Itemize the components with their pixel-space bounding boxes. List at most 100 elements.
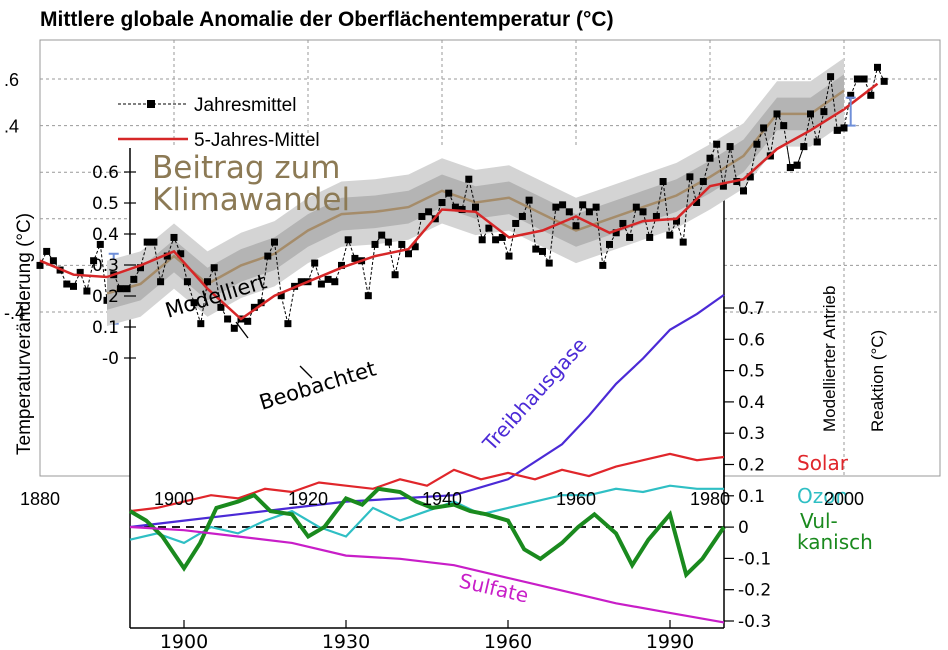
labels: Mittlere globale Anomalie der Oberfläche… <box>4 8 864 509</box>
inset-annual-point <box>820 108 828 116</box>
inset-annual-point <box>572 222 580 230</box>
inset-annual-point <box>713 140 721 148</box>
inset-annual-point <box>773 110 781 118</box>
series-modelled-line <box>106 89 845 295</box>
inset-annual-point <box>579 201 587 209</box>
inset-annual-point <box>719 182 727 190</box>
annual-point <box>847 91 855 99</box>
inset-annual-point <box>230 324 238 332</box>
inset-annual-point <box>679 238 687 246</box>
inset-annual-point <box>786 164 794 172</box>
inset-annual-point <box>384 238 392 246</box>
inset-annual-point <box>666 231 674 239</box>
annotation-modelled-pointer <box>235 321 249 339</box>
label-ozon: Ozon <box>797 484 848 508</box>
inset-y-tick-label: -0 <box>102 349 119 369</box>
annual-point <box>70 282 77 290</box>
inset-annual-point <box>284 320 292 328</box>
inset-title-line-2: Klimawandel <box>152 182 350 218</box>
forcing-series-treibhausgase <box>129 294 725 529</box>
inset-y-tick-label: 0.1 <box>92 318 119 338</box>
legend-five-year-label: 5-Jahres-Mittel <box>194 130 320 151</box>
inset-annual-point <box>539 247 546 255</box>
inset-annual-point <box>465 175 473 183</box>
annual-point <box>36 261 44 269</box>
inset-annual-point <box>472 203 479 211</box>
inset-panel: Beitrag zum Klimawandel 0.6 0.5 0.4 0.3 0.2 0.1… <box>92 58 848 488</box>
inset-annual-point <box>277 292 285 300</box>
inset-annual-point <box>364 292 372 300</box>
inset-annual-point <box>840 124 848 132</box>
inset-annual-point <box>217 303 225 311</box>
inset-annual-point <box>559 201 567 209</box>
inset-annual-point <box>398 240 406 248</box>
inset-annual-point <box>599 261 607 269</box>
legend-annual-label: Jahresmittel <box>194 95 296 116</box>
forcing-y-tick-label: -0.2 <box>738 581 771 601</box>
inset-annual-point <box>190 299 198 307</box>
main-x-tick-label: 1980 <box>690 489 730 509</box>
inset-annual-point <box>612 229 620 237</box>
forcing-axis-label: Modellierter Antrieb Reaktion (°C) <box>820 286 887 432</box>
inset-y-tick-label: 0.4 <box>92 225 119 245</box>
inset-annual-point <box>827 73 835 81</box>
label-vulkanisch-line-2: kanisch <box>797 530 873 554</box>
forcing-y-tick-label: 0.1 <box>738 487 765 507</box>
inset-annual-point <box>793 161 801 169</box>
inset-five-year-line <box>106 108 845 321</box>
inset-annual-point <box>183 278 191 286</box>
main-y-tick-label: -.4 <box>4 303 25 323</box>
inset-annual-point <box>606 240 613 248</box>
inset-annual-point <box>331 278 339 286</box>
forcing-series-vulkanisch <box>128 486 726 579</box>
inset-annual-point <box>405 250 412 258</box>
forcing-y-tick-label: 0.3 <box>738 424 765 444</box>
inset-annual-point <box>686 173 694 181</box>
annual-point <box>76 268 84 276</box>
forcing-series-ozon <box>129 484 724 545</box>
inset-annual-point <box>646 233 654 241</box>
inset-annual-point <box>257 299 265 307</box>
main-x-tick-label: 1920 <box>288 489 328 509</box>
main-y-tick-label: .6 <box>4 70 19 90</box>
annotation-observed-pointer <box>299 365 313 379</box>
inset-annual-point <box>371 240 379 248</box>
inset-annual-point <box>532 245 540 253</box>
inset-annual-point <box>311 259 319 267</box>
annual-point <box>90 257 98 265</box>
forcing-series-solar <box>129 452 725 513</box>
inset-annual-point <box>445 189 453 197</box>
inset-title-line-1: Beitrag zum <box>152 150 341 186</box>
forcing-series-sulfate <box>129 525 725 624</box>
chart-title: Mittlere globale Anomalie der Oberfläche… <box>40 8 614 31</box>
inset-annual-point <box>123 285 131 293</box>
inset-y-tick-label: 0.6 <box>92 163 119 183</box>
inset-annual-point <box>800 143 808 151</box>
annual-point <box>43 247 51 255</box>
forcing-y-tick-label: -0.1 <box>738 549 771 569</box>
annual-point <box>83 287 91 295</box>
forcing-y-tick-label: 0.5 <box>738 362 765 382</box>
inset-annual-point <box>150 238 158 246</box>
inset-annual-point <box>451 203 459 211</box>
inset-annual-point <box>726 143 734 151</box>
forcing-y-tick-label: 0.2 <box>738 456 765 476</box>
inset-annual-point <box>699 178 707 186</box>
inset-annual-point <box>498 233 506 241</box>
inset-annual-point <box>813 138 821 146</box>
inset-annual-point <box>652 212 660 220</box>
legend-annual-marker <box>147 100 155 108</box>
inset-annual-point <box>565 208 573 216</box>
inset-annual-point <box>177 250 185 258</box>
inset-annual-point <box>659 178 667 186</box>
inset-annual-point <box>344 236 352 244</box>
inset-annual-point <box>411 243 419 251</box>
inset-annual-point <box>264 252 272 260</box>
inset-annual-point <box>525 196 533 204</box>
inset-annual-point <box>478 236 486 244</box>
inset-annual-point <box>753 140 761 148</box>
forcing-y-tick-label: 0 <box>738 518 749 538</box>
forcing-x-tick-label: 1990 <box>646 631 694 650</box>
inset-annual-point <box>673 217 680 225</box>
